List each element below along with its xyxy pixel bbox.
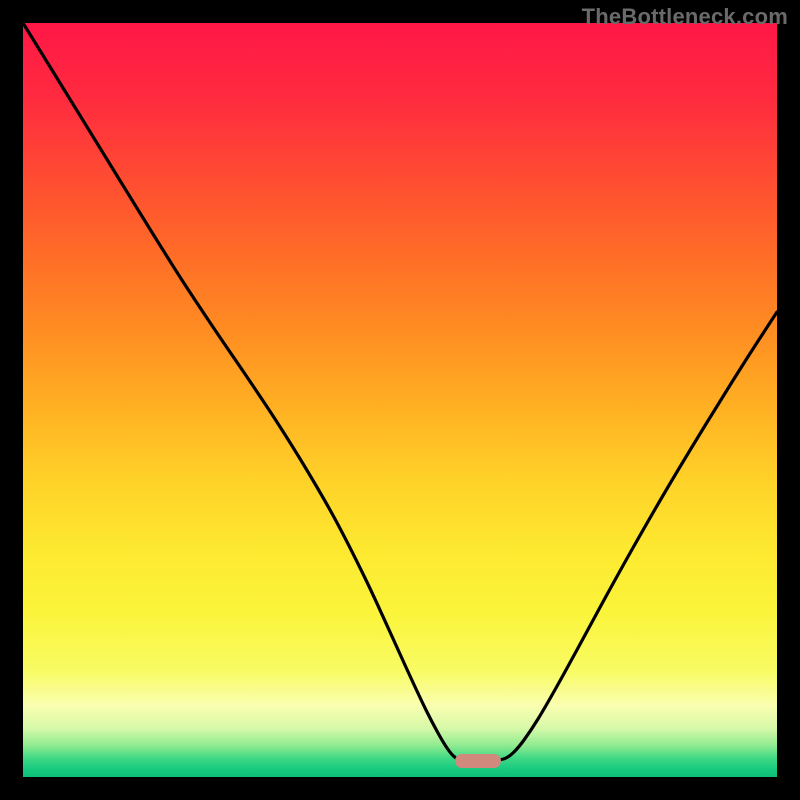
optimal-marker [455,754,501,768]
chart-stage: TheBottleneck.com [0,0,800,800]
plot-background [23,23,777,777]
watermark-text: TheBottleneck.com [582,4,788,30]
bottleneck-chart [0,0,800,800]
